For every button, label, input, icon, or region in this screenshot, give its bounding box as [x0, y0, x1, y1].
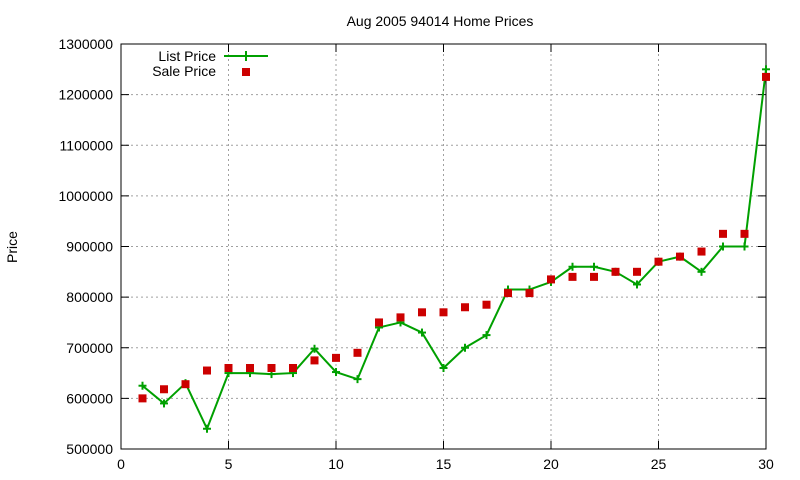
chart-title: Aug 2005 94014 Home Prices — [347, 13, 534, 29]
sale-price-point — [181, 380, 190, 389]
list-price-point — [138, 381, 147, 390]
list-price-point — [310, 344, 319, 353]
sale-price-point — [396, 313, 405, 322]
sale-price-point — [719, 229, 727, 238]
list-price-point — [740, 242, 749, 251]
sale-price-point — [289, 364, 297, 372]
sale-price-point — [590, 272, 598, 281]
x-tick-label: 0 — [117, 456, 125, 472]
y-tick-label: 900000 — [66, 239, 113, 255]
sale-price-point — [246, 364, 254, 372]
list-price-point — [461, 343, 469, 352]
y-tick-label: 1200000 — [58, 87, 113, 103]
legend: List Price Sale Price — [152, 48, 268, 79]
sale-price-point — [525, 289, 534, 298]
sale-price-point — [310, 356, 319, 365]
legend-label-list-price: List Price — [158, 48, 216, 64]
grid-layer — [121, 44, 766, 449]
list-price-point — [439, 364, 448, 372]
list-price-point — [332, 368, 340, 377]
sale-price-point — [633, 267, 641, 276]
sale-price-point — [332, 353, 340, 362]
y-tick-label: 1300000 — [58, 36, 113, 52]
list-price-point — [353, 375, 362, 384]
sale-price-point — [504, 289, 512, 298]
list-price-point — [697, 267, 706, 276]
sale-price-point — [224, 364, 233, 372]
list-price-point — [633, 280, 641, 289]
sale-price-point — [547, 275, 555, 284]
x-tick-label: 10 — [328, 456, 344, 472]
tick-layer — [120, 43, 767, 450]
y-tick-label: 500000 — [66, 441, 113, 457]
sale-price-point — [568, 272, 577, 281]
list-price-line — [141, 69, 767, 430]
y-tick-labels: 500000 600000 700000 800000 900000 1000000 110… — [58, 36, 113, 457]
y-tick-label: 700000 — [66, 340, 113, 356]
series-layer — [138, 65, 770, 433]
legend-sale-marker — [242, 68, 250, 76]
y-tick-label: 1000000 — [58, 188, 113, 204]
list-price-point — [203, 424, 211, 433]
sale-price-point — [697, 247, 706, 256]
sale-price-point — [203, 366, 211, 375]
list-price-point — [160, 399, 168, 408]
sale-price-point — [353, 348, 362, 357]
y-tick-label: 800000 — [66, 289, 113, 305]
sale-price-point — [676, 252, 684, 261]
list-price-point — [762, 65, 770, 74]
x-tick-label: 25 — [651, 456, 667, 472]
sale-price-point — [160, 385, 168, 394]
sale-price-point — [439, 308, 448, 317]
sale-price-point — [762, 72, 770, 81]
list-price-point — [568, 262, 577, 271]
sale-price-point — [461, 303, 469, 312]
sale-price-point — [740, 229, 749, 238]
x-tick-label: 30 — [758, 456, 774, 472]
list-price-point — [719, 242, 727, 251]
list-price-point — [590, 262, 598, 271]
y-tick-label: 600000 — [66, 390, 113, 406]
list-price-point — [418, 328, 426, 337]
sale-price-point — [375, 318, 383, 327]
sale-price-point — [267, 364, 276, 372]
x-tick-labels: 0 5 10 15 20 25 30 — [117, 456, 774, 472]
sale-price-point — [418, 308, 426, 317]
y-axis-label: Price — [4, 231, 20, 263]
legend-label-sale-price: Sale Price — [152, 63, 216, 79]
sale-price-point — [654, 257, 663, 266]
sale-price-point — [482, 300, 491, 309]
x-tick-label: 5 — [225, 456, 233, 472]
y-tick-label: 1100000 — [60, 137, 114, 153]
sale-price-point — [611, 267, 620, 276]
list-price-point — [482, 331, 491, 340]
x-tick-label: 15 — [436, 456, 452, 472]
x-tick-label: 20 — [543, 456, 559, 472]
sale-price-point — [138, 394, 147, 403]
